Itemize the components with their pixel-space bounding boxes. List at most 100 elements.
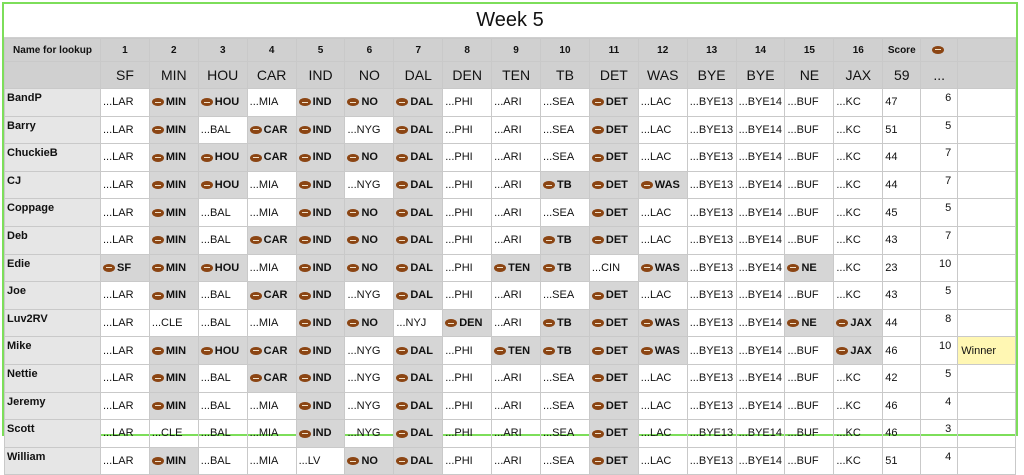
opponent-cell[interactable]: ...NYG <box>344 391 395 421</box>
opponent-cell[interactable]: ...NYG <box>344 281 395 310</box>
opponent-cell[interactable]: ...BYE14 <box>735 446 786 475</box>
opponent-cell[interactable]: ...SEA <box>540 88 590 117</box>
opponent-cell[interactable]: ...ARI <box>491 143 542 172</box>
opponent-cell[interactable]: ...KC <box>833 363 884 393</box>
note-cell[interactable] <box>957 419 1017 448</box>
opponent-cell[interactable]: ...BYE14 <box>735 419 786 448</box>
opponent-cell[interactable]: ...BAL <box>197 363 248 393</box>
opponent-cell[interactable]: ...BUF <box>784 419 835 448</box>
opponent-cell[interactable]: ...BAL <box>197 391 248 421</box>
score-cell[interactable]: 47 <box>882 88 922 117</box>
opponent-cell[interactable]: ...BAL <box>197 115 248 145</box>
opponent-cell[interactable]: ...MIA <box>246 446 297 475</box>
points-cell[interactable]: 4 <box>920 446 959 475</box>
pick-cell[interactable]: TB <box>540 336 590 365</box>
opponent-cell[interactable]: ...BAL <box>197 308 248 338</box>
opponent-cell[interactable]: ...BUF <box>784 225 835 255</box>
pick-cell[interactable]: IND <box>295 115 346 145</box>
points-cell[interactable]: 7 <box>920 170 959 200</box>
opponent-cell[interactable]: ...PHI <box>442 391 493 421</box>
opponent-cell[interactable]: ...BAL <box>197 198 248 227</box>
winner-cell[interactable]: Winner <box>957 336 1017 365</box>
opponent-cell[interactable]: ...PHI <box>442 336 493 365</box>
opponent-cell[interactable]: ...PHI <box>442 446 493 475</box>
pick-cell[interactable]: DAL <box>393 336 444 365</box>
opponent-cell[interactable]: ...BUF <box>784 281 835 310</box>
player-name[interactable]: Coppage <box>4 198 101 227</box>
opponent-cell[interactable]: ...PHI <box>442 281 493 310</box>
pick-cell[interactable]: DAL <box>393 88 444 117</box>
pick-cell[interactable]: NE <box>784 308 835 338</box>
opponent-cell[interactable]: ...PHI <box>442 198 493 227</box>
pick-cell[interactable]: TEN <box>491 253 542 283</box>
pick-cell[interactable]: IND <box>295 198 346 227</box>
score-cell[interactable]: 43 <box>882 281 922 310</box>
opponent-cell[interactable]: ...BYE14 <box>735 88 786 117</box>
player-name[interactable]: Edie <box>4 253 101 283</box>
opponent-cell[interactable]: ...BYE13 <box>686 88 737 117</box>
week-header-16[interactable]: 16 <box>833 38 884 62</box>
week-header-15[interactable]: 15 <box>784 38 835 62</box>
week-header-3[interactable]: 3 <box>197 38 248 62</box>
week-result-13[interactable]: BYE <box>686 61 737 89</box>
pick-cell[interactable]: DAL <box>393 446 444 475</box>
note-cell[interactable] <box>957 281 1017 310</box>
pick-cell[interactable]: DET <box>588 143 639 172</box>
opponent-cell[interactable]: ...BYE13 <box>686 170 737 200</box>
opponent-cell[interactable]: ...NYJ <box>393 308 444 338</box>
pick-cell[interactable]: CAR <box>246 363 297 393</box>
player-name[interactable]: Deb <box>4 225 101 255</box>
pick-cell[interactable]: DET <box>588 446 639 475</box>
opponent-cell[interactable]: ...ARI <box>491 363 542 393</box>
opponent-cell[interactable]: ...PHI <box>442 253 493 283</box>
pick-cell[interactable]: CAR <box>246 225 297 255</box>
week-result-4[interactable]: CAR <box>246 61 297 89</box>
opponent-cell[interactable]: ...ARI <box>491 198 542 227</box>
opponent-cell[interactable]: ...BYE13 <box>686 391 737 421</box>
opponent-cell[interactable]: ...LAR <box>100 391 150 421</box>
score-column-header[interactable]: Score <box>882 38 922 62</box>
pick-cell[interactable]: NO <box>344 253 395 283</box>
opponent-cell[interactable]: ...LAC <box>637 88 688 117</box>
opponent-cell[interactable]: ...KC <box>833 446 884 475</box>
opponent-cell[interactable]: ...MIA <box>246 391 297 421</box>
opponent-cell[interactable]: ...BYE13 <box>686 446 737 475</box>
note-cell[interactable] <box>957 143 1017 172</box>
opponent-cell[interactable]: ...BAL <box>197 446 248 475</box>
pick-cell[interactable]: CAR <box>246 143 297 172</box>
score-cell[interactable]: 46 <box>882 391 922 421</box>
pick-cell[interactable]: NO <box>344 143 395 172</box>
opponent-cell[interactable]: ...ARI <box>491 419 542 448</box>
opponent-cell[interactable]: ...CIN <box>588 253 639 283</box>
opponent-cell[interactable]: ...BUF <box>784 336 835 365</box>
score-cell[interactable]: 43 <box>882 225 922 255</box>
opponent-cell[interactable]: ...BYE13 <box>686 225 737 255</box>
pick-cell[interactable]: DAL <box>393 170 444 200</box>
opponent-cell[interactable]: ...LAC <box>637 143 688 172</box>
points-cell[interactable]: 7 <box>920 225 959 255</box>
pick-cell[interactable]: IND <box>295 308 346 338</box>
pick-cell[interactable]: TB <box>540 253 590 283</box>
opponent-cell[interactable]: ...KC <box>833 170 884 200</box>
week-header-12[interactable]: 12 <box>637 38 688 62</box>
pick-cell[interactable]: WAS <box>637 336 688 365</box>
week-result-15[interactable]: NE <box>784 61 835 89</box>
note-cell[interactable] <box>957 446 1017 475</box>
opponent-cell[interactable]: ...SEA <box>540 281 590 310</box>
pick-cell[interactable]: MIN <box>148 281 199 310</box>
opponent-cell[interactable]: ...SEA <box>540 363 590 393</box>
pick-cell[interactable]: TB <box>540 225 590 255</box>
note-cell[interactable] <box>957 363 1017 393</box>
opponent-cell[interactable]: ...BUF <box>784 143 835 172</box>
opponent-cell[interactable]: ...LAR <box>100 143 150 172</box>
opponent-cell[interactable]: ...LAR <box>100 170 150 200</box>
opponent-cell[interactable]: ...BYE13 <box>686 336 737 365</box>
week-result-14[interactable]: BYE <box>735 61 786 89</box>
pick-cell[interactable]: MIN <box>148 446 199 475</box>
pick-cell[interactable]: NO <box>344 446 395 475</box>
pick-cell[interactable]: IND <box>295 225 346 255</box>
opponent-cell[interactable]: ...BYE14 <box>735 198 786 227</box>
pick-cell[interactable]: MIN <box>148 88 199 117</box>
points-overflow[interactable]: ... <box>920 61 959 89</box>
week-header-14[interactable]: 14 <box>735 38 786 62</box>
